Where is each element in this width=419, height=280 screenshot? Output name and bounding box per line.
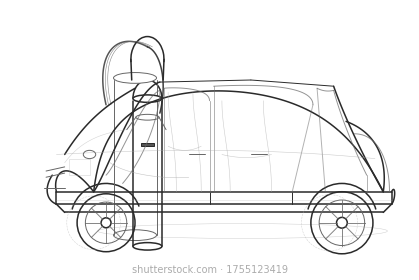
Ellipse shape xyxy=(114,73,157,83)
Bar xyxy=(141,143,154,146)
Ellipse shape xyxy=(101,218,111,228)
Ellipse shape xyxy=(336,217,347,228)
Text: shutterstock.com · 1755123419: shutterstock.com · 1755123419 xyxy=(132,265,287,275)
Ellipse shape xyxy=(133,95,162,102)
Ellipse shape xyxy=(133,242,162,250)
Ellipse shape xyxy=(114,230,157,241)
Bar xyxy=(69,158,90,175)
